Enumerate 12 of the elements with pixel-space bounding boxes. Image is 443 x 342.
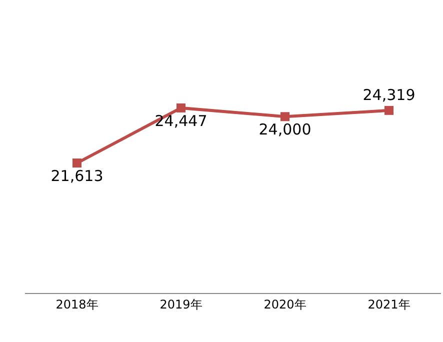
data-label: 24,447 bbox=[154, 112, 208, 130]
point bbox=[72, 158, 82, 168]
data-label: 24,319 bbox=[362, 86, 416, 104]
data-label: 24,000 bbox=[258, 120, 312, 139]
x-tick-label: 2020年 bbox=[264, 297, 306, 312]
x-tick-label: 2018年 bbox=[56, 297, 98, 312]
point bbox=[384, 106, 394, 115]
x-tick-label: 2019年 bbox=[160, 297, 202, 312]
data-label: 21,613 bbox=[50, 166, 104, 185]
point bbox=[280, 112, 290, 122]
point bbox=[176, 103, 186, 112]
x-tick-label: 2021年 bbox=[368, 297, 410, 312]
